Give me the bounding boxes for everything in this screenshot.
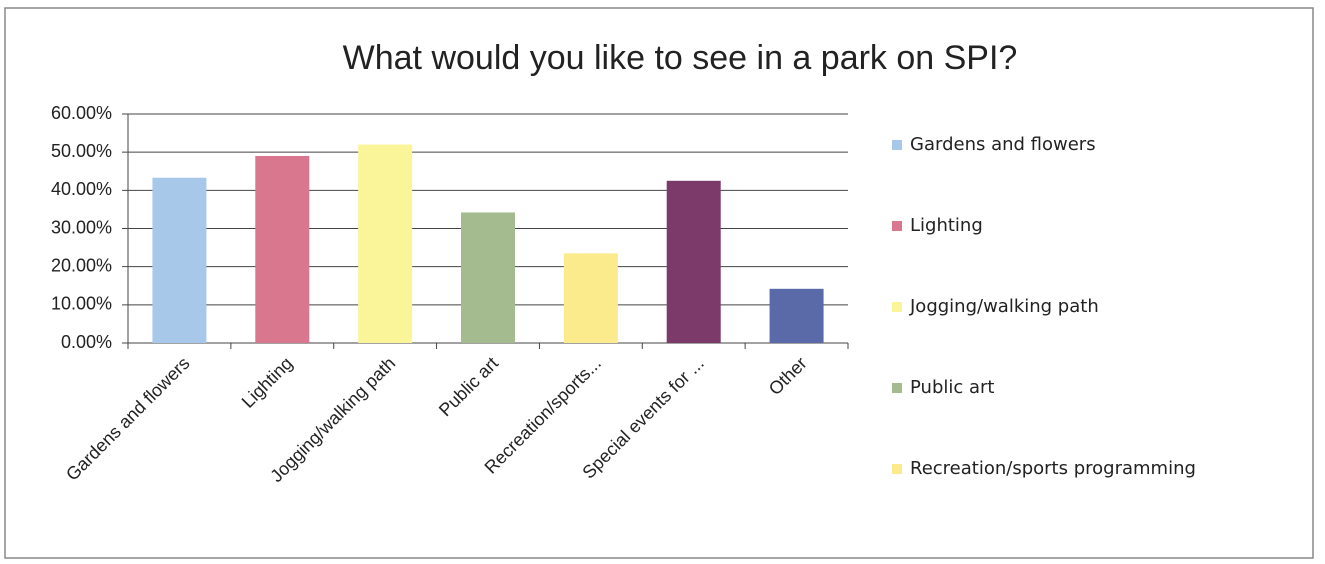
chart-title: What would you like to see in a park on … (343, 39, 1018, 77)
legend-swatch (892, 140, 902, 150)
legend-label: Lighting (910, 215, 983, 236)
bar (563, 253, 618, 343)
legend-label: Gardens and flowers (910, 134, 1096, 155)
y-tick-label: 0.00% (61, 332, 112, 352)
legend-swatch (892, 221, 902, 231)
y-tick-label: 10.00% (51, 294, 112, 314)
bar (666, 180, 721, 343)
legend-label: Jogging/walking path (909, 296, 1099, 317)
legend-swatch (892, 383, 902, 393)
bar (461, 212, 515, 343)
y-tick-label: 40.00% (51, 179, 112, 199)
y-tick-label: 50.00% (51, 141, 112, 161)
bar (358, 144, 413, 343)
legend-label: Public art (910, 377, 994, 398)
bar (255, 155, 310, 343)
legend-label: Recreation/sports programming (910, 458, 1196, 479)
y-tick-label: 20.00% (51, 255, 112, 275)
legend-swatch (892, 302, 902, 312)
y-tick-label: 60.00% (51, 103, 112, 123)
bar (152, 177, 207, 343)
bar (769, 288, 824, 343)
chart-border (4, 7, 1314, 559)
legend-swatch (892, 464, 902, 474)
y-tick-label: 30.00% (51, 217, 112, 237)
